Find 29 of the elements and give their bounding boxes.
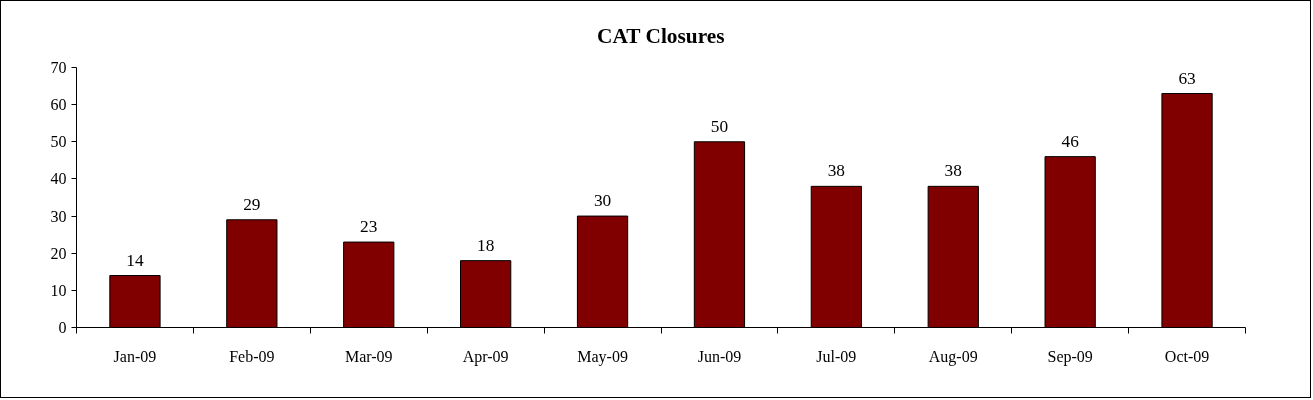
data-label: 63 [1178,68,1196,88]
x-tick-label: Oct-09 [1164,347,1210,365]
data-label: 50 [710,116,729,136]
x-tick-label: May-09 [577,347,628,366]
x-tick-label: Jun-09 [697,347,742,365]
y-tick-label: 70 [50,59,67,76]
y-tick-label: 20 [50,244,67,262]
y-tick-label: 50 [50,133,67,151]
x-tick-label: Apr-09 [462,347,509,366]
x-tick-label: Jan-09 [113,347,157,365]
x-tick-label: Aug-09 [928,347,978,366]
x-tick-label: Mar-09 [344,347,393,365]
y-tick-label: 30 [50,207,67,225]
y-tick-label: 40 [50,170,67,188]
x-tick-label: Jul-09 [816,347,857,365]
data-label: 18 [476,235,495,255]
chart-title: CAT Closures [597,23,725,48]
x-tick-label: Feb-09 [229,347,275,365]
y-tick-label: 10 [50,281,67,299]
data-label: 38 [827,161,846,181]
data-label: 23 [360,217,378,237]
y-tick-label: 0 [58,319,67,336]
data-label: 38 [944,161,962,181]
x-tick-label: Sep-09 [1047,347,1093,366]
data-label: 46 [1061,131,1080,151]
data-label: 14 [126,250,144,270]
y-tick-label: 60 [50,96,67,114]
data-label: 29 [243,194,261,214]
data-label: 30 [593,191,612,211]
